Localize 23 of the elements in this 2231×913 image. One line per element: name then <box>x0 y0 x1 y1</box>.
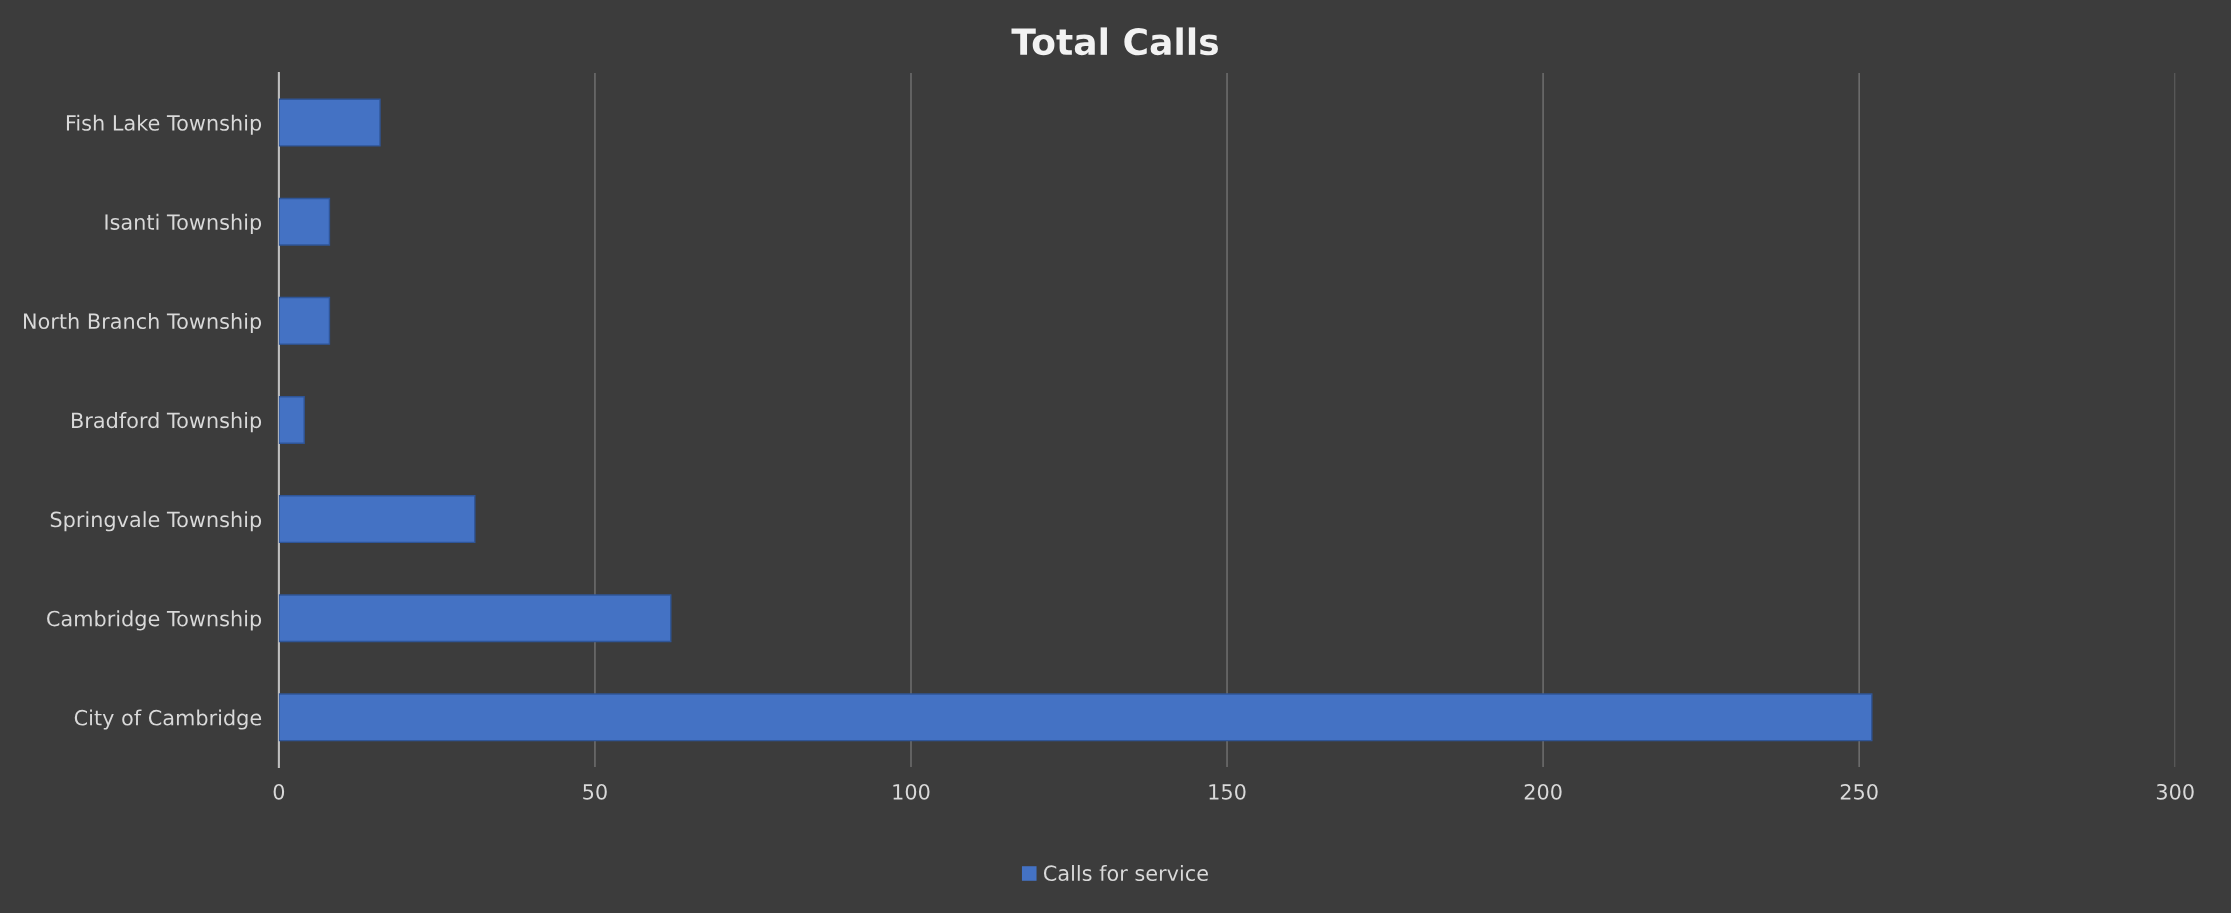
y-tick-label: Springvale Township <box>50 511 262 532</box>
x-tick-label: 0 <box>273 783 285 800</box>
x-tick-label: 50 <box>583 783 607 800</box>
y-tick-label: Isanti Township <box>105 213 262 234</box>
bar <box>278 197 331 246</box>
bar <box>278 495 476 544</box>
bar <box>278 594 672 643</box>
x-tick-label: 300 <box>2156 783 2194 800</box>
bar <box>278 693 1873 742</box>
x-tick-label: 200 <box>1524 783 1562 800</box>
x-tick-label: 100 <box>893 783 930 800</box>
y-tick-label: Bradford Township <box>72 412 262 433</box>
y-tick-label: Fish Lake Township <box>66 114 262 135</box>
x-tick-label: 150 <box>1209 783 1246 800</box>
legend-label: Calls for service <box>1043 864 1208 882</box>
y-tick-label: North Branch Township <box>24 312 262 334</box>
y-tick-label: City of Cambridge <box>74 709 262 730</box>
chart-title: Total Calls <box>1011 27 1218 56</box>
bar <box>278 296 331 345</box>
y-tick-label: Cambridge Township <box>47 610 262 631</box>
bar <box>278 98 381 147</box>
x-tick-label: 250 <box>1840 783 1878 800</box>
bar <box>278 395 305 444</box>
